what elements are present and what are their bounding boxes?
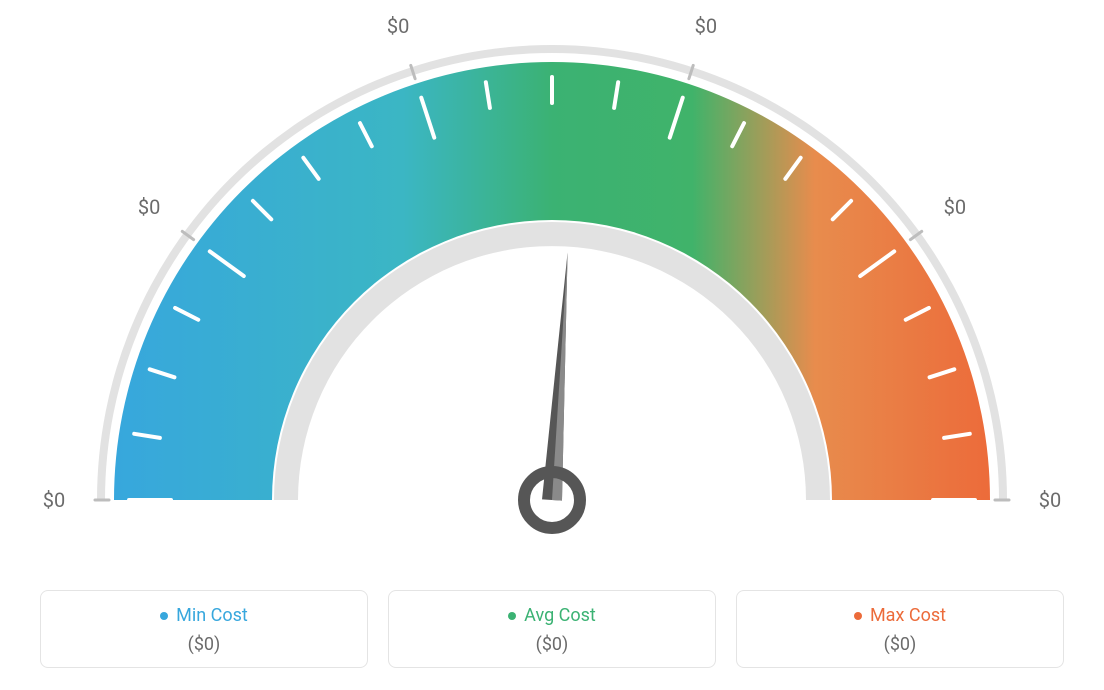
gauge-chart-container: $0 $0 $0 $0 $0 $0 Min Cost ($0) Avg Cost ($0)… [0, 0, 1104, 690]
gauge-svg [0, 0, 1104, 560]
legend-title-avg: Avg Cost [508, 605, 596, 626]
legend-value-avg: ($0) [399, 634, 705, 655]
legend-title-text-min: Min Cost [176, 605, 248, 626]
legend-dot-max [854, 612, 862, 620]
gauge-scale-label: $0 [1039, 488, 1061, 512]
legend-value-min: ($0) [51, 634, 357, 655]
legend-dot-avg [508, 612, 516, 620]
legend-row: Min Cost ($0) Avg Cost ($0) Max Cost ($0… [40, 590, 1064, 669]
legend-card-min: Min Cost ($0) [40, 590, 368, 669]
legend-title-max: Max Cost [854, 605, 946, 626]
legend-card-avg: Avg Cost ($0) [388, 590, 716, 669]
gauge-scale-label: $0 [695, 14, 717, 38]
gauge-scale-label: $0 [944, 195, 966, 219]
legend-title-min: Min Cost [160, 605, 248, 626]
legend-value-max: ($0) [747, 634, 1053, 655]
gauge-scale-label: $0 [138, 195, 160, 219]
gauge-scale-label: $0 [43, 488, 65, 512]
legend-dot-min [160, 612, 168, 620]
gauge-area [0, 0, 1104, 560]
legend-title-text-avg: Avg Cost [524, 605, 596, 626]
legend-title-text-max: Max Cost [870, 605, 946, 626]
gauge-needle-highlight [552, 252, 568, 500]
legend-card-max: Max Cost ($0) [736, 590, 1064, 669]
gauge-scale-label: $0 [387, 14, 409, 38]
